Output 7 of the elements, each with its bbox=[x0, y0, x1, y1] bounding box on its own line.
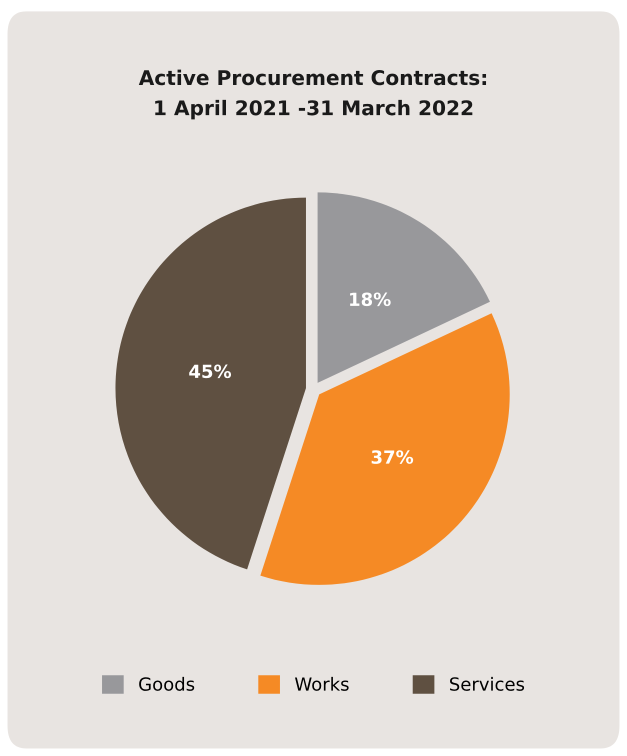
data-label: 18% bbox=[350, 292, 391, 306]
legend-label: Goods bbox=[139, 676, 194, 691]
data-label: 45% bbox=[189, 364, 232, 378]
data-label: 37% bbox=[372, 450, 414, 464]
legend-label: Services bbox=[450, 676, 524, 691]
chart-title: Active Procurement Contracts: 1 April 2021 -31 March 2022 bbox=[138, 70, 486, 120]
legend-label: Works bbox=[295, 676, 349, 691]
